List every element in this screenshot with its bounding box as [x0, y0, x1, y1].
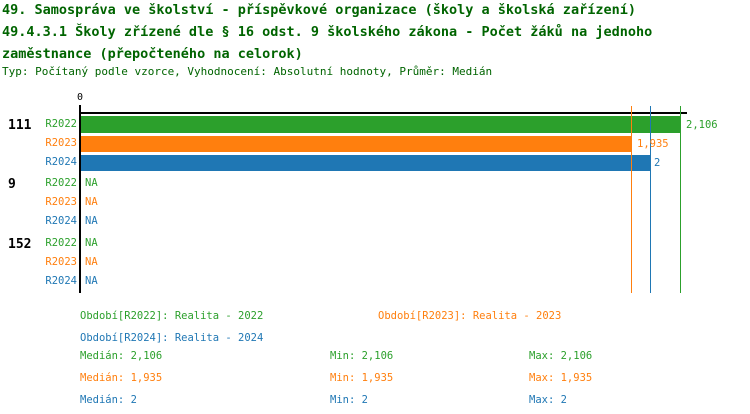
row-label-r2023: R2023 — [45, 256, 77, 268]
stat-median-r2024: Medián: 2 — [80, 394, 137, 406]
legend-entry-r2023: Období[R2023]: Realita - 2023 — [378, 310, 562, 322]
na-value-r2024: NA — [85, 275, 98, 287]
row-label-r2023: R2023 — [45, 137, 77, 149]
stat-median-r2023: Medián: 1,935 — [80, 372, 163, 384]
legend-entry-r2024: Období[R2024]: Realita - 2024 — [80, 332, 264, 344]
bar-value-r2023: 1,935 — [637, 138, 669, 150]
bar-r2022-group-111 — [81, 116, 681, 133]
median-marker-r2024 — [650, 106, 651, 293]
stat-max-r2023: Max: 1,935 — [529, 372, 593, 384]
median-marker-r2023 — [631, 106, 632, 293]
stat-min-r2023: Min: 1,935 — [330, 372, 394, 384]
stat-min-r2024: Min: 2 — [330, 394, 368, 406]
report-meta-line: Typ: Počítaný podle vzorce, Vyhodnocení:… — [2, 65, 493, 78]
bar-value-r2024: 2 — [654, 157, 661, 169]
na-value-r2024: NA — [85, 215, 98, 227]
report-title-line-1: 49. Samospráva ve školství - příspěvkové… — [2, 2, 636, 18]
bar-r2024-group-111 — [81, 155, 651, 171]
bar-value-r2022: 2,106 — [686, 119, 718, 131]
report-title-line-3: zaměstnance (přepočteného na celorok) — [2, 46, 303, 62]
na-value-r2023: NA — [85, 256, 98, 268]
y-axis-line — [79, 105, 81, 293]
bar-r2023-group-111 — [81, 136, 632, 152]
stat-median-r2022: Medián: 2,106 — [80, 350, 163, 362]
report-title-line-2: 49.4.3.1 Školy zřízené dle § 16 odst. 9 … — [2, 24, 653, 40]
row-label-r2022: R2022 — [45, 237, 77, 249]
group-label-9: 9 — [8, 177, 16, 192]
group-label-111: 111 — [8, 118, 32, 133]
row-label-r2023: R2023 — [45, 196, 77, 208]
stat-min-r2022: Min: 2,106 — [330, 350, 394, 362]
x-axis-baseline — [79, 112, 687, 114]
stat-max-r2022: Max: 2,106 — [529, 350, 593, 362]
x-axis-zero-label: 0 — [76, 92, 84, 103]
median-marker-r2022 — [680, 106, 681, 293]
na-value-r2023: NA — [85, 196, 98, 208]
row-label-r2024: R2024 — [45, 215, 77, 227]
group-label-152: 152 — [8, 237, 32, 252]
row-label-r2024: R2024 — [45, 156, 77, 168]
stat-max-r2024: Max: 2 — [529, 394, 567, 406]
na-value-r2022: NA — [85, 237, 98, 249]
row-label-r2022: R2022 — [45, 118, 77, 130]
row-label-r2024: R2024 — [45, 275, 77, 287]
row-label-r2022: R2022 — [45, 177, 77, 189]
legend-entry-r2022: Období[R2022]: Realita - 2022 — [80, 310, 264, 322]
na-value-r2022: NA — [85, 177, 98, 189]
